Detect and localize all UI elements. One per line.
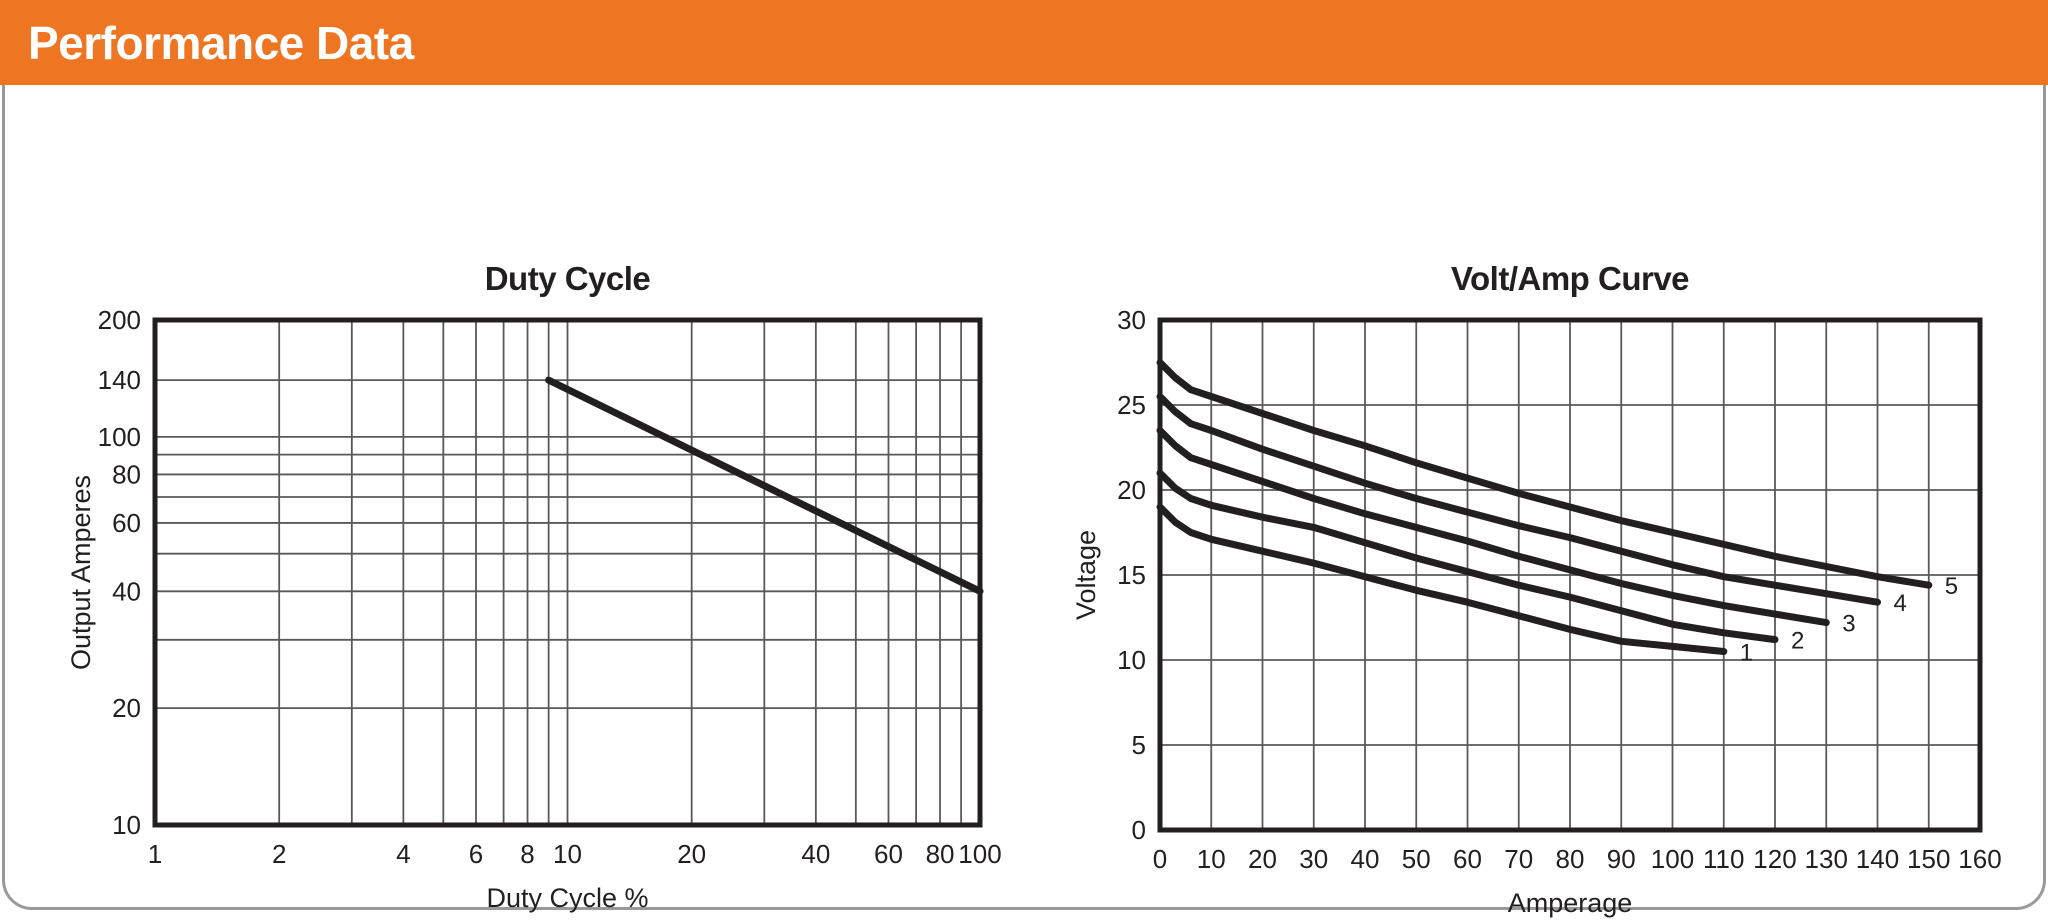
x-axis-label: Duty Cycle % [486,883,648,913]
y-axis-label: Voltage [1071,530,1101,620]
x-tick-label: 1 [148,839,162,869]
series-line-curve-5 [1156,359,1933,589]
x-tick-label: 110 [1703,844,1744,874]
series-end-label-curve-3: 3 [1842,611,1855,638]
header-bar: Performance Data [0,0,2048,85]
x-tick-label: 2 [272,839,286,869]
series-end-label-curve-4: 4 [1894,590,1907,617]
x-tick-label: 40 [801,839,830,869]
y-tick-label: 0 [1132,815,1146,845]
chart-title: Duty Cycle [485,260,651,297]
y-tick-label: 40 [112,576,141,606]
x-tick-label: 100 [958,839,1001,869]
series-line-curve-1 [1156,503,1728,655]
y-tick-label: 10 [1117,645,1146,675]
series-end-label-curve-5: 5 [1945,573,1958,600]
x-tick-label: 80 [1556,844,1585,874]
y-tick-label: 100 [98,422,141,452]
x-tick-label: 140 [1856,844,1899,874]
y-tick-label: 200 [98,305,141,335]
y-axis-label: Output Amperes [66,475,96,670]
x-tick-label: 20 [677,839,706,869]
x-tick-label: 120 [1753,844,1796,874]
duty-cycle-chart: 1 2 4 6 8 10 20 40 60 80 1001020406080100140200Dut… [66,260,1002,913]
x-tick-label: 70 [1504,844,1533,874]
series-end-label-curve-1: 1 [1740,640,1753,667]
x-tick-label: 50 [1402,844,1431,874]
y-tick-label: 25 [1117,390,1146,420]
series-line-curve-2 [1156,469,1779,644]
y-tick-label: 15 [1117,560,1146,590]
series-end-label-curve-2: 2 [1791,628,1804,655]
series-line-curve-4 [1156,393,1881,606]
x-tick-label: 90 [1607,844,1636,874]
y-tick-label: 140 [98,365,141,395]
y-tick-label: 5 [1132,730,1146,760]
x-axis-label: Amperage [1508,888,1633,918]
y-tick-label: 30 [1117,305,1146,335]
page-title: Performance Data [28,16,414,69]
x-tick-label: 160 [1958,844,2001,874]
x-tick-label: 60 [1453,844,1482,874]
series-line-curve-3 [1156,427,1830,627]
x-tick-label: 0 [1153,844,1167,874]
y-tick-label: 60 [112,508,141,538]
x-tick-label: 60 [874,839,903,869]
plot-border [152,317,983,828]
series-line-output-amperes-vs-duty-cycle [545,376,984,595]
x-tick-label: 4 [396,839,410,869]
plot-border [1157,317,1983,833]
x-tick-label: 30 [1299,844,1328,874]
x-tick-label: 10 [1197,844,1226,874]
x-tick-label: 100 [1651,844,1694,874]
x-tick-label: 6 [469,839,483,869]
y-tick-label: 20 [1117,475,1146,505]
x-tick-label: 40 [1351,844,1380,874]
y-tick-label: 20 [112,693,141,723]
content-panel: 1 2 4 6 8 10 20 40 60 80 100 10 20 40 60 80 100 140 200 Dut… [2,85,2046,918]
x-tick-label: 80 [926,839,955,869]
x-tick-label: 8 [520,839,534,869]
x-tick-label: 10 [553,839,582,869]
y-tick-label: 10 [112,810,141,840]
x-tick-label: 150 [1907,844,1950,874]
x-tick-label: 20 [1248,844,1277,874]
chart-title: Volt/Amp Curve [1451,260,1689,297]
x-tick-label: 130 [1805,844,1848,874]
y-tick-label: 80 [112,459,141,489]
